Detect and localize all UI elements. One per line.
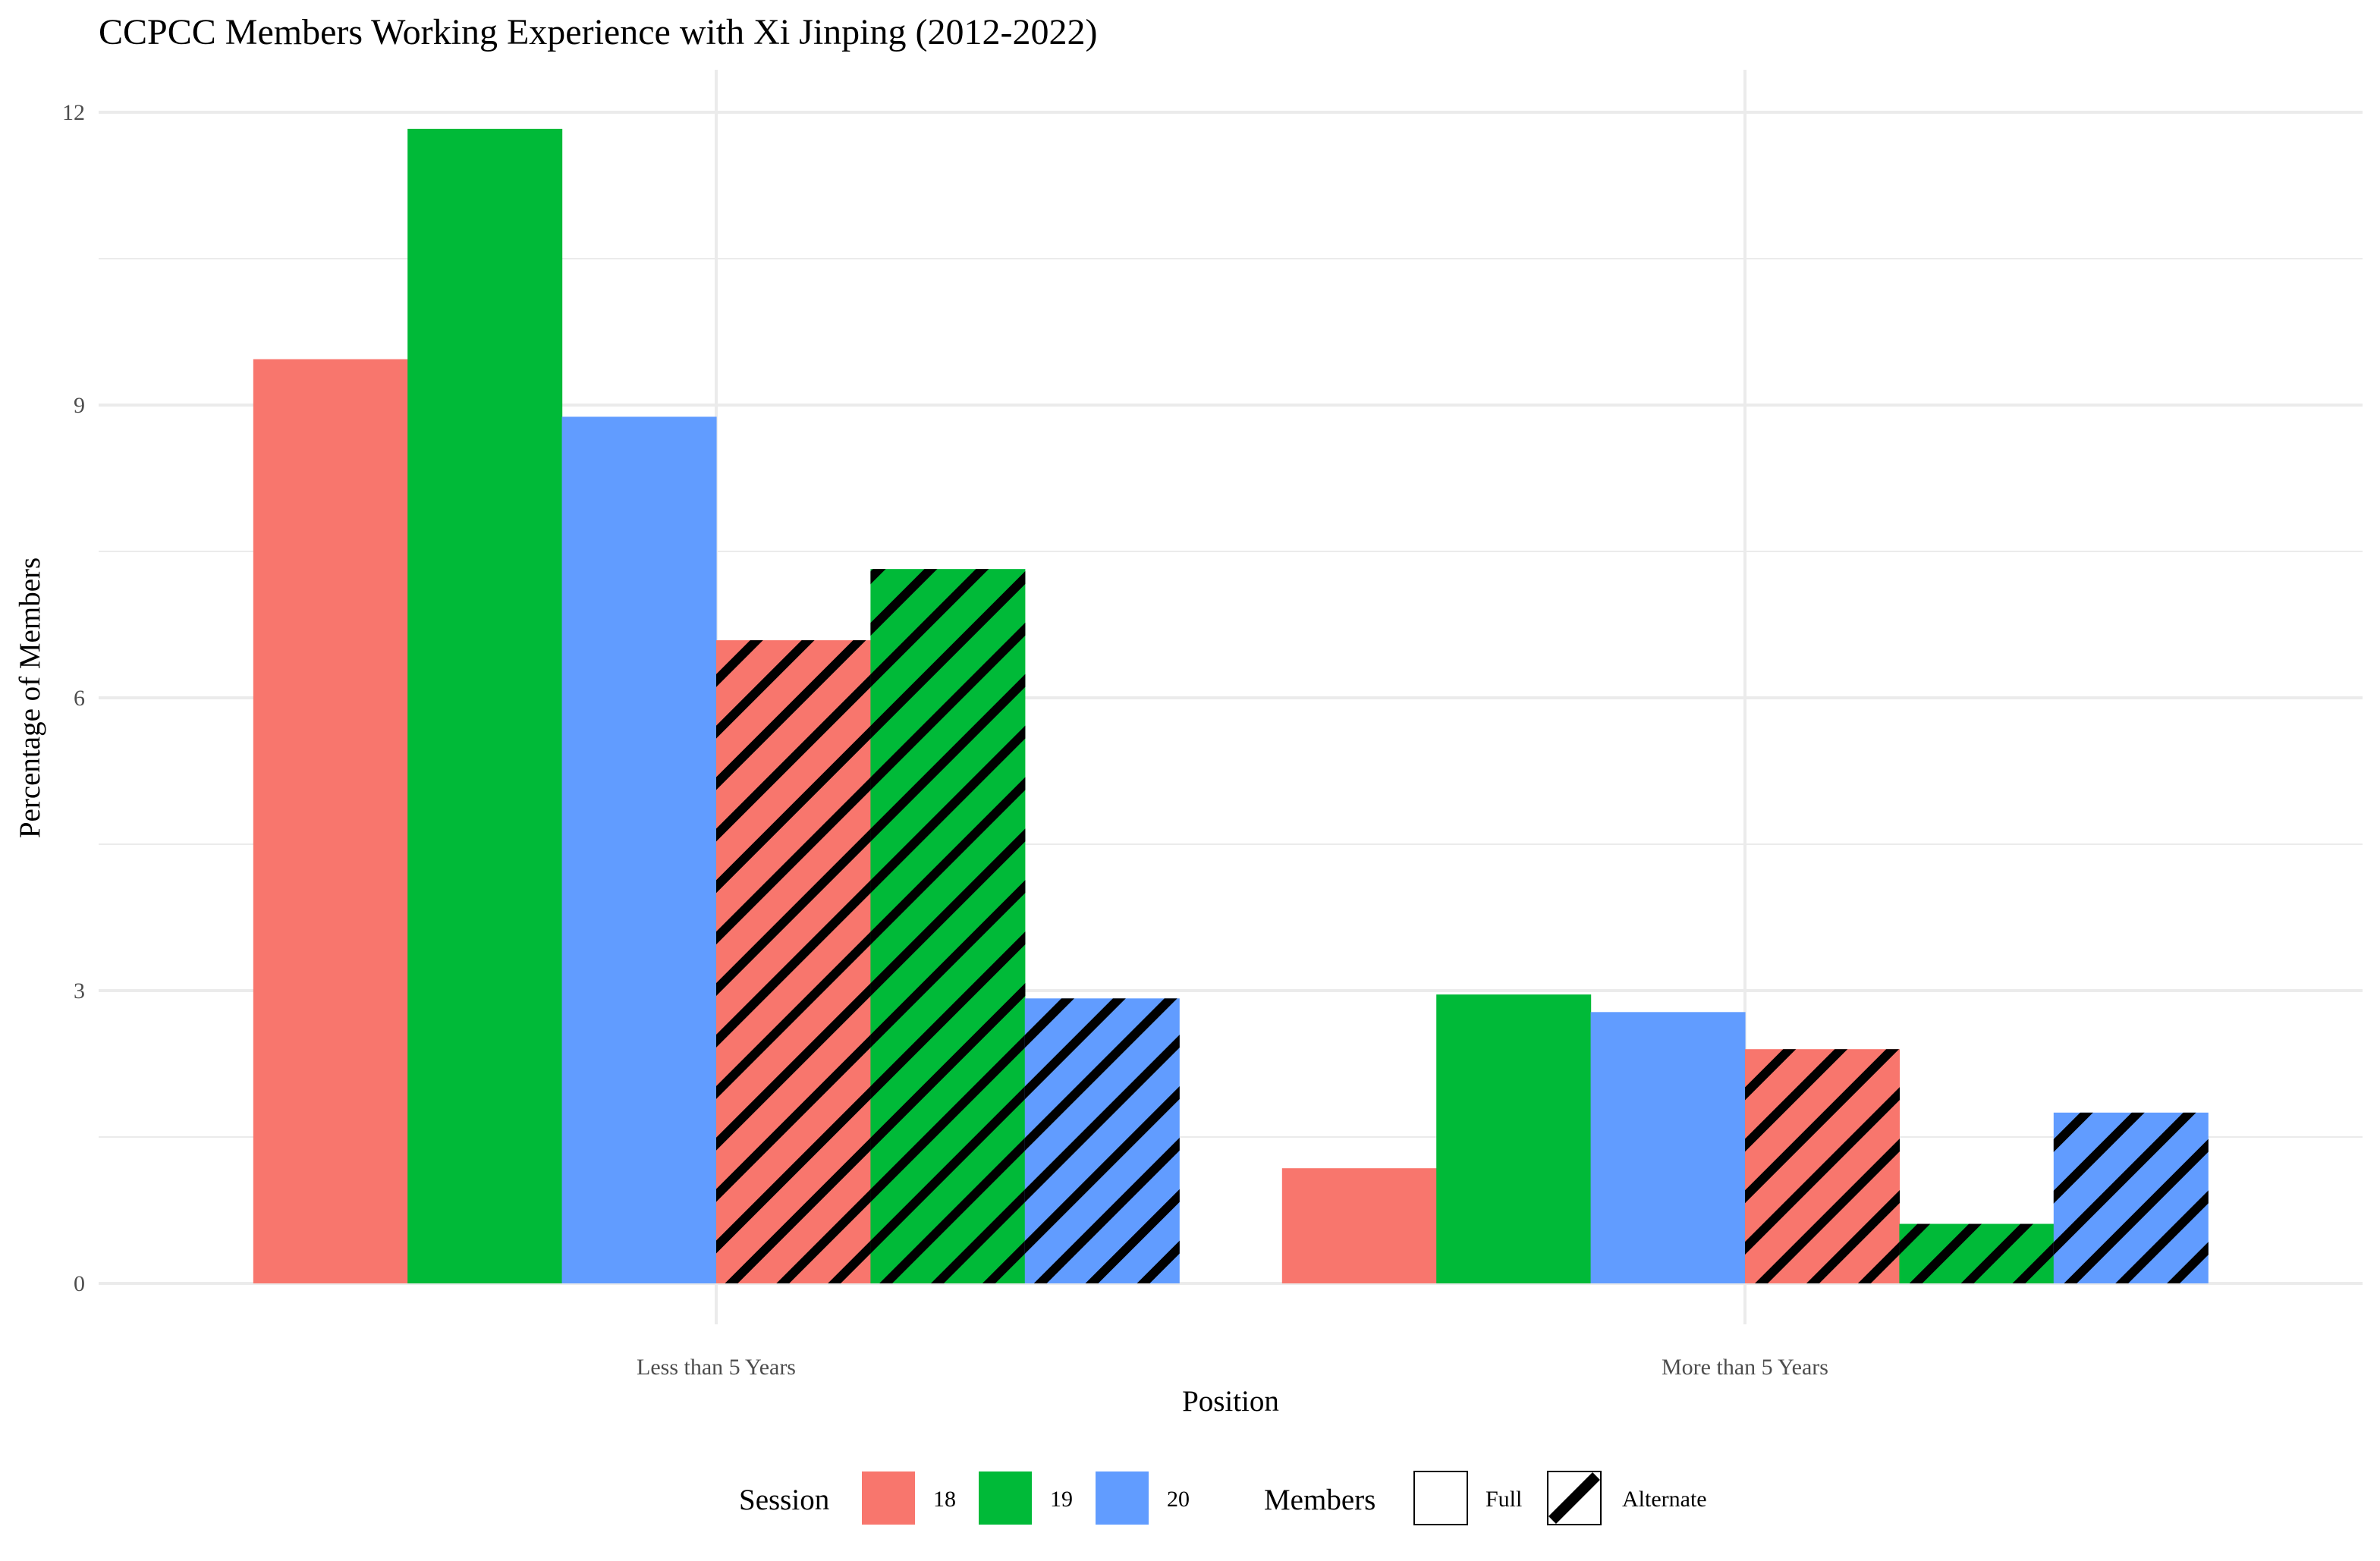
legend-members-title: Members [1264,1484,1375,1516]
x-tick-label: Less than 5 Years [637,1355,796,1380]
y-tick-label: 6 [74,686,85,711]
legend-session-title: Session [739,1484,829,1516]
legend-label: 18 [933,1487,956,1512]
legend-label: 20 [1167,1487,1190,1512]
x-tick-label: More than 5 Years [1662,1355,1828,1380]
x-axis-title: Position [1182,1385,1279,1418]
bar-hatch [870,569,1026,1283]
y-axis-title: Percentage of Members [14,558,46,838]
bar [407,128,563,1284]
legend-key [1096,1471,1149,1525]
legend-label: Full [1486,1487,1522,1512]
bar [1281,1168,1437,1283]
bar-hatch [1899,1223,2055,1283]
legend-key [862,1471,915,1525]
legend-items: 18 19 20 Full Alternate [862,1471,1707,1525]
y-tick-label: 0 [74,1271,85,1296]
bar [1590,1012,1746,1283]
bars [253,128,2209,1284]
bar [1436,994,1592,1283]
bar-hatch [1745,1049,1900,1283]
legend: Session Members 18 19 20 Full Alternate [739,1471,1707,1525]
y-axis-ticks: 0 3 6 9 12 [62,100,85,1296]
legend-key-hatch [1548,1472,1600,1524]
legend-label: Alternate [1622,1487,1707,1512]
y-tick-label: 9 [74,393,85,418]
legend-key [1413,1471,1468,1525]
bar [253,359,408,1284]
y-tick-label: 12 [62,100,85,125]
legend-key [979,1471,1032,1525]
bar-hatch [2053,1112,2209,1283]
chart-title: CCPCC Members Working Experience with Xi… [99,12,1097,52]
y-tick-label: 3 [74,978,85,1003]
bar-hatch [1024,998,1180,1283]
bar-hatch [716,640,871,1283]
x-axis-ticks: Less than 5 Years More than 5 Years [637,1355,1828,1380]
legend-label: 19 [1050,1487,1073,1512]
bar [561,416,717,1284]
